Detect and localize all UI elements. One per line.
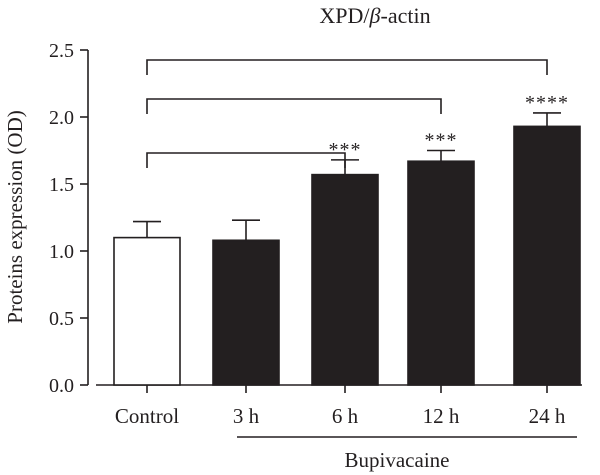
- y-tick-label: 0.0: [49, 375, 74, 397]
- x-axis: Control 3 h 6 h 12 h 24 h: [96, 384, 582, 428]
- comparison-bracket: [146, 98, 442, 114]
- bar: [311, 173, 379, 386]
- comparison-bracket: [146, 152, 346, 168]
- group-label: Bupivacaine: [345, 448, 450, 472]
- comparison-brackets: [146, 59, 548, 168]
- y-tick-label: 1.0: [49, 241, 74, 263]
- y-axis-label: Proteins expression (OD): [3, 110, 27, 323]
- chart-title-part-1: XPD/: [319, 3, 370, 28]
- x-tick-label: 24 h: [529, 404, 566, 428]
- bar: [407, 160, 475, 386]
- x-tick-label: Control: [115, 404, 179, 428]
- y-tick-label: 2.5: [49, 40, 74, 62]
- y-axis: 0.0 0.5 1.0 1.5 2.0 2.5: [49, 40, 89, 397]
- bars: *** *******: [113, 92, 581, 386]
- chart-title: XPD/β-actin: [319, 3, 430, 28]
- x-tick-label: 3 h: [233, 404, 260, 428]
- significance-label: ****: [525, 92, 569, 114]
- bar: [513, 125, 581, 386]
- chart-title-part-3: -actin: [381, 3, 431, 28]
- bar: [212, 239, 280, 386]
- bar: [113, 236, 181, 386]
- x-tick-label: 6 h: [332, 404, 359, 428]
- significance-label: ***: [425, 130, 458, 152]
- significance-label: ***: [329, 139, 362, 161]
- y-tick-label: 1.5: [49, 174, 74, 196]
- y-tick-label: 0.5: [49, 308, 74, 330]
- y-tick-label: 2.0: [49, 107, 74, 129]
- x-tick-label: 12 h: [423, 404, 460, 428]
- comparison-bracket: [146, 59, 548, 75]
- chart-title-part-2: β: [369, 3, 381, 28]
